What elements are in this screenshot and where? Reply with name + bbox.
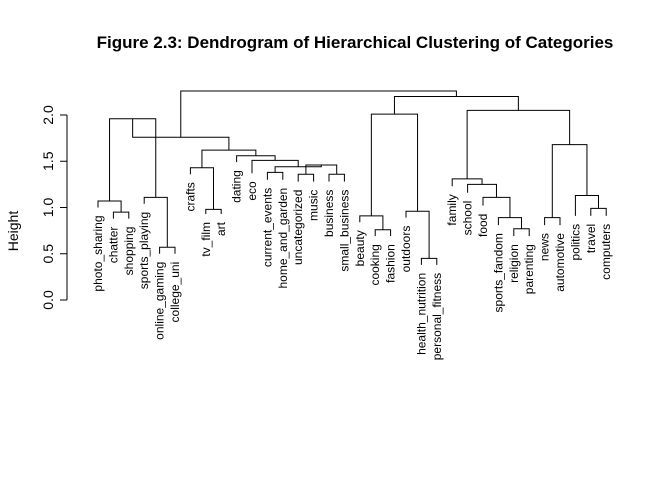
leaf-label: computers — [599, 224, 613, 280]
leaf-label: music — [307, 190, 321, 221]
leaf-label: travel — [584, 224, 598, 253]
leaf-label: automotive — [553, 233, 567, 292]
leaf-label: tv_film — [199, 222, 213, 257]
dendrogram-merge-28 — [574, 194, 599, 216]
leaf-label: business — [322, 190, 336, 237]
dendrogram-merge-17 — [359, 215, 384, 230]
leaf-label: chatter — [106, 227, 120, 264]
dendrogram-merge-20 — [370, 113, 419, 216]
dendrogram-merge-29 — [551, 144, 588, 218]
y-tick-label: 1.5 — [40, 151, 56, 171]
leaf-label: shopping — [122, 227, 136, 276]
dendrogram-merge-2 — [159, 246, 176, 254]
leaf-label: current_events — [260, 188, 274, 267]
leaf-label: dating — [230, 170, 244, 203]
dendrogram-merge-13 — [236, 155, 276, 163]
leaf-label: cooking — [368, 244, 382, 285]
leaf-label: sports_playing — [137, 212, 151, 289]
dendrogram-merge-9 — [328, 173, 345, 182]
leaf-label: news — [538, 233, 552, 261]
leaf-label: family — [445, 194, 459, 225]
leaf-label: health_nutrition — [414, 273, 428, 355]
leaf-label: small_business — [337, 190, 351, 272]
leaf-label: home_and_garden — [276, 188, 290, 289]
dendrogram-merge-16 — [374, 229, 392, 237]
leaf-label: crafts — [183, 182, 197, 211]
leaf-label: photo_sharing — [91, 216, 105, 292]
leaf-label: uncategorized — [291, 190, 305, 265]
y-tick-label: 0.5 — [40, 244, 56, 264]
leaf-label: parenting — [522, 244, 536, 294]
dendrogram-merge-18 — [420, 257, 438, 265]
dendrogram-merge-27 — [590, 207, 607, 216]
y-tick-label: 0.0 — [40, 290, 56, 310]
leaf-label: beauty — [353, 230, 367, 266]
dendrogram-branches — [97, 90, 607, 265]
dendrogram-merge-21 — [513, 228, 530, 237]
leaf-label: online_gaming — [153, 262, 167, 340]
leaf-label: politics — [568, 224, 582, 261]
dendrogram-merge-32 — [180, 90, 457, 138]
leaf-label: outdoors — [399, 226, 413, 273]
dendrogram-merge-1 — [97, 200, 122, 213]
dendrogram-merge-0 — [112, 211, 130, 219]
leaf-label: fashion — [384, 244, 398, 283]
y-axis: 0.0 0.5 1.0 1.5 2.0 — [40, 105, 68, 310]
y-axis-label: Height — [5, 211, 21, 252]
leaf-label: religion — [507, 244, 521, 283]
dendrogram-merge-24 — [467, 183, 497, 198]
leaf-label: eco — [245, 181, 259, 201]
leaf-label: college_uni — [168, 262, 182, 323]
leaf-label: art — [214, 221, 228, 236]
leaf-labels: photo_sharing chatter shopping sports_playi… — [91, 170, 613, 360]
leaf-label: food — [476, 214, 490, 237]
dendrogram-merge-8 — [297, 173, 315, 182]
dendrogram-merge-22 — [497, 217, 522, 229]
chart-title: Figure 2.3: Dendrogram of Hierarchical C… — [97, 33, 614, 52]
y-tick-label: 1.0 — [40, 198, 56, 218]
dendrogram-merge-14 — [201, 149, 257, 168]
leaf-label: school — [461, 201, 475, 236]
y-tick-label: 2.0 — [40, 105, 56, 125]
dendrogram-merge-26 — [544, 217, 561, 226]
leaf-label: personal_fitness — [430, 273, 444, 360]
dendrogram-merge-5 — [205, 208, 222, 214]
leaf-label: sports_fandom — [491, 233, 505, 312]
dendrogram-merge-31 — [393, 96, 519, 115]
dendrogram-merge-7 — [266, 171, 284, 180]
